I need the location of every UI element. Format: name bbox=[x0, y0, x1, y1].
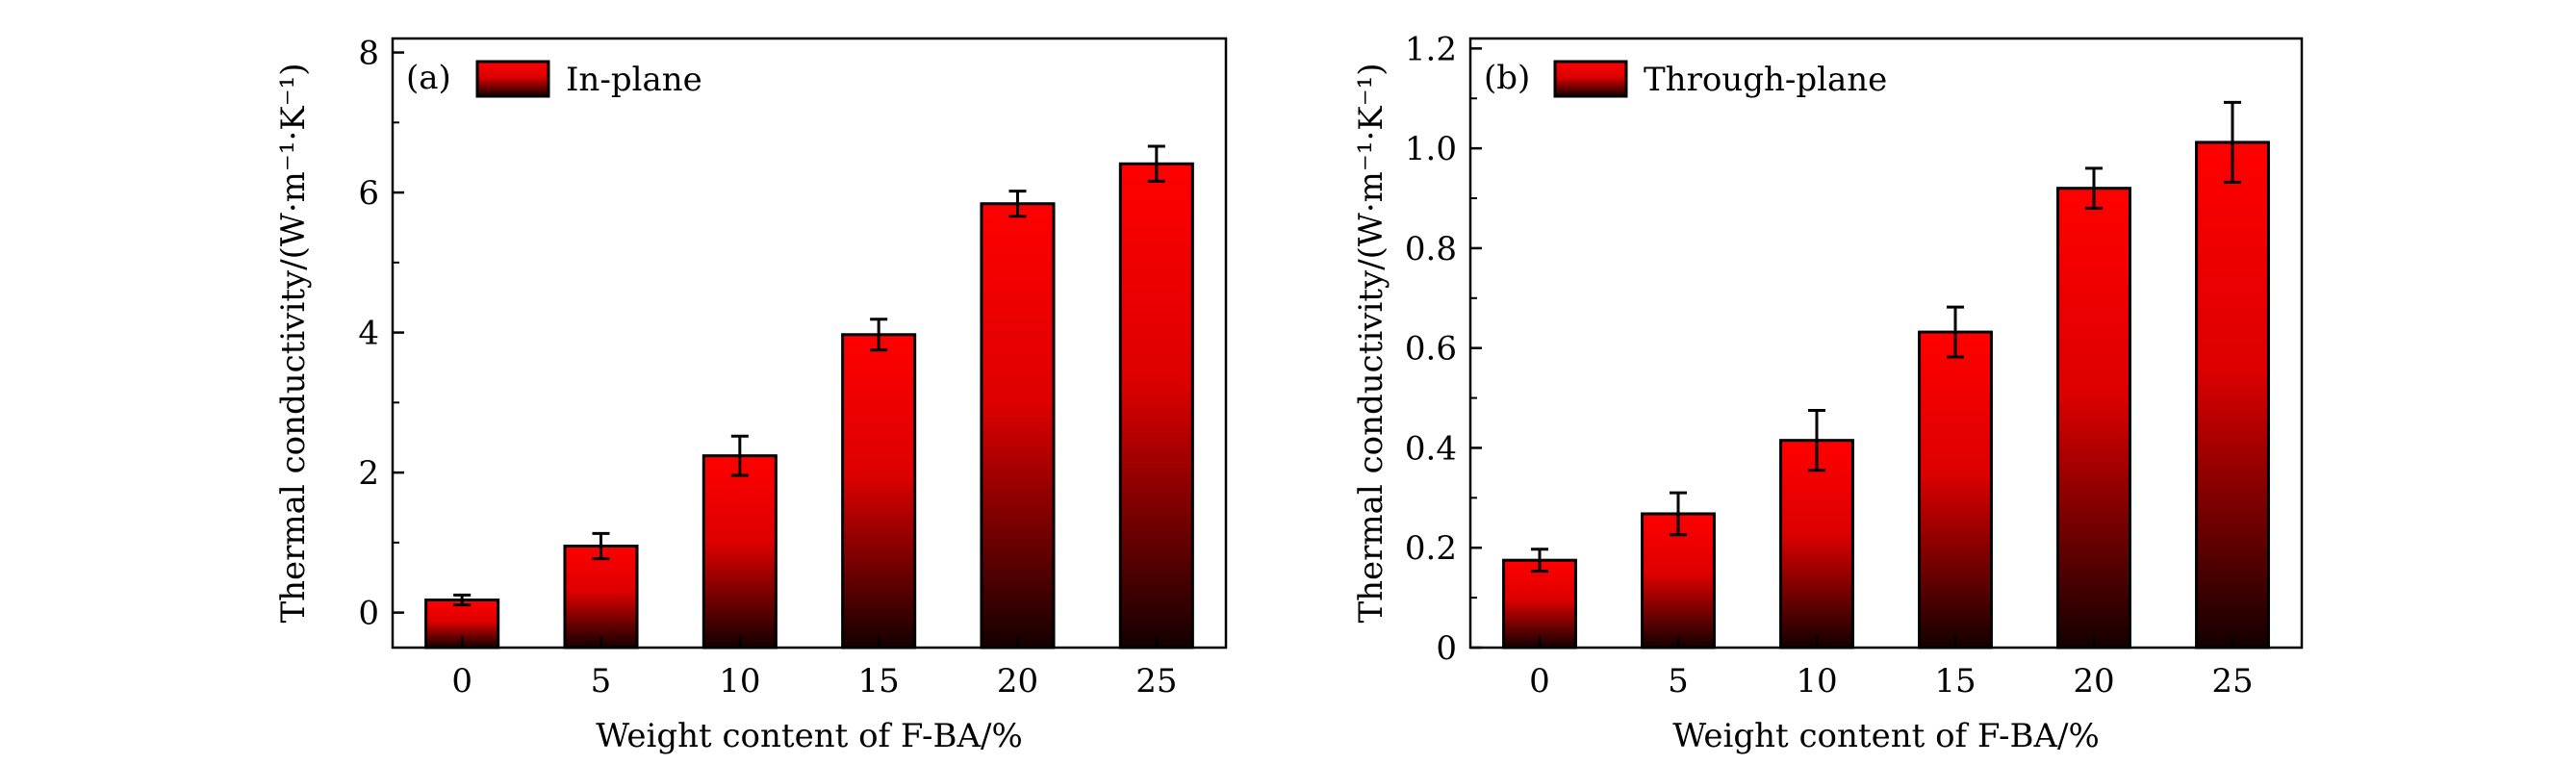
bar bbox=[2195, 140, 2270, 650]
bar bbox=[2056, 187, 2131, 650]
y-tick-label: 8 bbox=[358, 35, 379, 73]
x-tick-label: 10 bbox=[719, 662, 760, 701]
bar bbox=[1779, 439, 1854, 650]
legend-label: In-plane bbox=[566, 61, 702, 99]
y-tick-label: 0.6 bbox=[1405, 330, 1457, 369]
x-tick-label: 0 bbox=[451, 662, 472, 701]
x-tick-label: 10 bbox=[1796, 662, 1837, 701]
bar bbox=[563, 545, 639, 650]
panel-label: (a) bbox=[406, 59, 451, 97]
chart-panel-a: 0 2 4 6 8 0 5 10 15 20 25 Weight content of F-BA/% T… bbox=[274, 35, 1228, 755]
x-tick-label: 0 bbox=[1529, 662, 1550, 701]
y-tick-label: 0.4 bbox=[1405, 429, 1457, 468]
y-axis-title: Thermal conductivity/(W·m⁻¹·K⁻¹) bbox=[1352, 63, 1390, 623]
x-tick-label: 20 bbox=[997, 662, 1038, 701]
legend-swatch bbox=[475, 60, 550, 98]
bar bbox=[701, 454, 778, 650]
y-tick-label: 0.8 bbox=[1405, 230, 1457, 268]
legend-label: Through-plane bbox=[1644, 61, 1887, 99]
x-tick-label: 5 bbox=[591, 662, 612, 701]
y-axis-title: Thermal conductivity/(W·m⁻¹·K⁻¹) bbox=[274, 63, 313, 623]
y-tick-label: 6 bbox=[358, 174, 379, 213]
bar bbox=[841, 333, 917, 650]
x-tick-label: 15 bbox=[858, 662, 900, 701]
x-tick-label: 15 bbox=[1934, 662, 1976, 701]
y-tick-label: 0 bbox=[358, 595, 379, 633]
x-tick-label: 25 bbox=[2211, 662, 2253, 701]
x-tick-label: 5 bbox=[1668, 662, 1689, 701]
panel-label: (b) bbox=[1484, 59, 1530, 97]
y-tick-label: 4 bbox=[358, 315, 379, 353]
plot-frame bbox=[1468, 37, 2304, 650]
y-tick-label: 0.2 bbox=[1405, 529, 1457, 568]
bar bbox=[1118, 162, 1194, 650]
y-tick-label: 1.0 bbox=[1405, 130, 1457, 168]
x-axis-title: Weight content of F-BA/% bbox=[596, 717, 1023, 755]
x-tick-label: 25 bbox=[1135, 662, 1177, 701]
bar bbox=[1918, 330, 1993, 650]
bar bbox=[1502, 558, 1577, 650]
y-tick-label: 1.2 bbox=[1405, 30, 1457, 68]
y-tick-label: 2 bbox=[358, 454, 379, 493]
x-axis-title: Weight content of F-BA/% bbox=[1672, 717, 2100, 755]
x-tick-label: 20 bbox=[2073, 662, 2114, 701]
bar bbox=[980, 202, 1056, 650]
legend-swatch bbox=[1553, 60, 1628, 98]
plot-frame bbox=[391, 37, 1228, 650]
chart-panel-b: 0 0.2 0.4 0.6 0.8 1.0 1.2 0 5 10 15 20 25 Weight cont… bbox=[1352, 30, 2304, 755]
y-tick-label: 0 bbox=[1436, 629, 1457, 668]
